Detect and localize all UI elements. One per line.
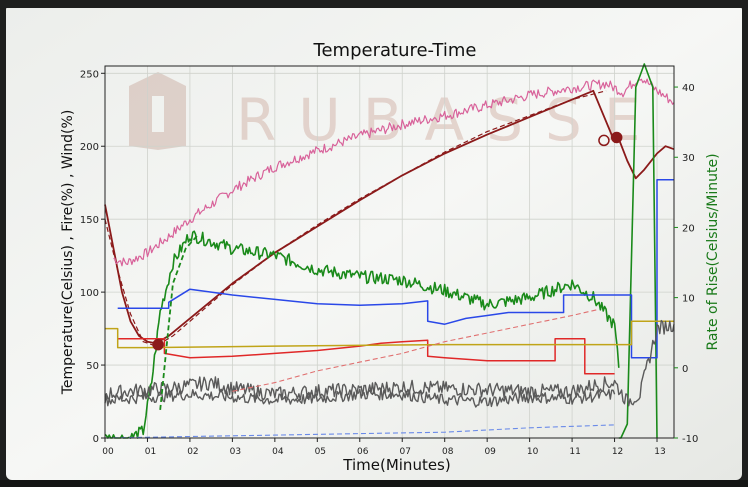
series-layer bbox=[104, 63, 675, 439]
event-marker-1 bbox=[598, 134, 610, 147]
series-bean_temp-1 bbox=[104, 90, 607, 347]
watermark-text: RUBASSE bbox=[236, 86, 663, 154]
series-mustard-7 bbox=[105, 320, 674, 349]
event-marker-2 bbox=[610, 131, 623, 144]
x-tick-label: 11 bbox=[569, 447, 580, 457]
y2-tick-label: 10 bbox=[682, 294, 695, 305]
series-gray-8 bbox=[104, 319, 675, 407]
y-tick-label: 200 bbox=[80, 142, 99, 153]
marker-layer bbox=[152, 131, 623, 351]
series-env_temp-2 bbox=[113, 78, 675, 267]
x-tick-label: 07 bbox=[400, 447, 411, 457]
x-tick-label: 10 bbox=[527, 447, 539, 457]
series-ror-12 bbox=[159, 233, 200, 410]
y-axis-label: Temperature(Celsius) , Fire(%) , Wind(%) bbox=[60, 110, 76, 396]
x-tick-label: 12 bbox=[612, 447, 623, 457]
screen-bezel bbox=[0, 480, 748, 487]
y2-tick-label: 40 bbox=[682, 83, 695, 94]
y2-tick-label: 30 bbox=[682, 153, 695, 164]
rubasse-watermark: RUBASSE bbox=[129, 72, 663, 154]
y-tick-label: 100 bbox=[80, 288, 99, 299]
x-axis-label: Time(Minutes) bbox=[342, 456, 450, 474]
y2-tick-labels: -10 0 10 20 30 40 bbox=[674, 83, 698, 445]
series-wind-5 bbox=[117, 179, 674, 359]
y2-axis-label: Rate of Rise(Celsius/Minute) bbox=[705, 153, 721, 350]
y-tick-label: 50 bbox=[86, 361, 99, 372]
x-tick-label: 01 bbox=[145, 447, 156, 457]
watermark-logo-cut bbox=[152, 96, 164, 132]
y-tick-labels: 0 50 100 150 200 250 bbox=[80, 69, 105, 445]
x-tick-label: 13 bbox=[654, 447, 665, 457]
event-marker-0 bbox=[152, 338, 164, 351]
y2-tick-label: -10 bbox=[682, 434, 698, 445]
plot-frame bbox=[104, 65, 675, 439]
x-tick-label: 00 bbox=[102, 447, 114, 457]
series-blue_dashed-11 bbox=[104, 424, 615, 439]
x-tick-label: 03 bbox=[230, 447, 241, 457]
y-tick-label: 250 bbox=[80, 69, 99, 80]
series-ror-3 bbox=[104, 230, 620, 439]
series-fire-6 bbox=[117, 338, 615, 375]
x-tick-label: 05 bbox=[315, 447, 326, 457]
x-tick-label: 06 bbox=[357, 447, 369, 457]
y2-tick-label: 20 bbox=[682, 223, 695, 234]
x-tick-labels: 00 01 02 03 04 05 06 07 08 09 10 11 12 13 bbox=[102, 438, 666, 457]
y-tick-label: 0 bbox=[93, 434, 99, 445]
x-tick-label: 02 bbox=[187, 447, 198, 457]
x-tick-label: 08 bbox=[442, 447, 454, 457]
series-ref_dashed-10 bbox=[232, 309, 598, 392]
watermark-logo-shape bbox=[129, 72, 186, 150]
x-tick-label: 04 bbox=[272, 447, 284, 457]
chart-title: Temperature-Time bbox=[313, 40, 477, 61]
series-gray-9 bbox=[104, 387, 616, 408]
y2-tick-label: 0 bbox=[682, 364, 688, 375]
x-tick-label: 09 bbox=[484, 447, 496, 457]
y-tick-label: 150 bbox=[80, 215, 99, 226]
